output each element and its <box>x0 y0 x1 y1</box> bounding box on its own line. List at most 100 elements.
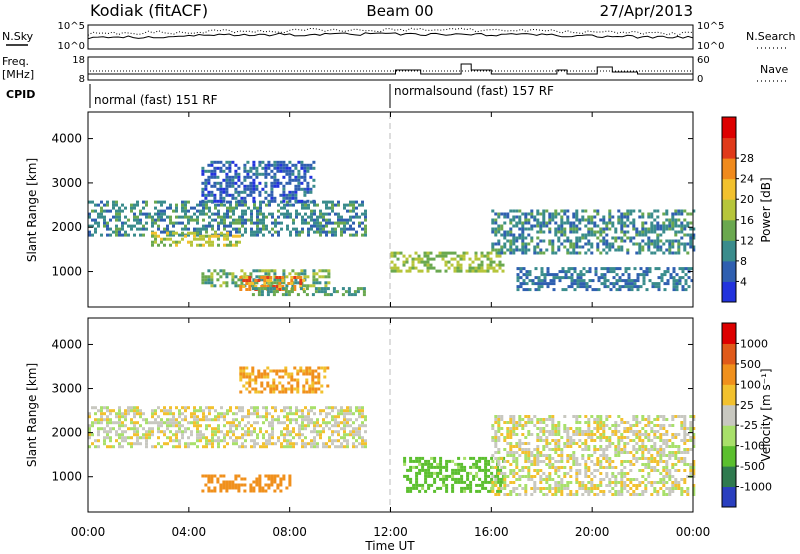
heatmap-cell <box>263 387 267 391</box>
y-tick-label: 4000 <box>51 337 82 351</box>
heatmap-cell <box>292 218 295 222</box>
heatmap-cell <box>545 224 549 228</box>
heatmap-cell <box>554 442 558 445</box>
heatmap-cell <box>256 409 259 413</box>
heatmap-cell <box>319 433 322 437</box>
heatmap-cell <box>635 478 639 481</box>
heatmap-cell <box>475 462 479 466</box>
heatmap-cell <box>539 248 543 252</box>
heatmap-cell <box>312 269 316 273</box>
heatmap-cell <box>587 430 591 433</box>
heatmap-cell <box>208 409 211 413</box>
cpid-label: CPID <box>6 88 35 101</box>
heatmap-cell <box>199 203 202 207</box>
heatmap-cell <box>588 270 592 274</box>
heatmap-cell <box>662 212 666 216</box>
heatmap-cell <box>430 462 434 466</box>
heatmap-cell <box>145 442 148 446</box>
heatmap-cell <box>668 457 672 460</box>
heatmap-cell <box>432 257 436 261</box>
heatmap-cell <box>346 209 349 213</box>
heatmap-cell <box>133 409 136 413</box>
heatmap-cell <box>560 233 564 237</box>
heatmap-cell <box>145 436 148 440</box>
heatmap-cell <box>406 489 410 493</box>
heatmap-cell <box>548 239 552 243</box>
heatmap-cell <box>594 270 598 274</box>
heatmap-cell <box>578 445 582 448</box>
heatmap-cell <box>518 218 522 222</box>
heatmap-cell <box>570 279 574 283</box>
heatmap-cell <box>689 236 693 240</box>
heatmap-cell <box>313 212 316 216</box>
heatmap-cell <box>587 218 591 222</box>
heatmap-cell <box>334 212 337 216</box>
heatmap-cell <box>497 212 501 216</box>
heatmap-cell <box>324 269 328 273</box>
heatmap-cell <box>617 490 621 493</box>
heatmap-cell <box>602 433 606 436</box>
nave-label: Nave <box>760 63 788 76</box>
heatmap-cell <box>689 221 693 225</box>
heatmap-cell <box>252 278 256 282</box>
heatmap-cell <box>169 406 172 410</box>
heatmap-cell <box>301 427 304 431</box>
heatmap-cell <box>178 215 181 219</box>
heatmap-cell <box>213 166 217 170</box>
heatmap-cell <box>160 430 163 434</box>
heatmap-cell <box>459 266 463 270</box>
heatmap-cell <box>222 480 226 484</box>
heatmap-cell <box>509 230 513 234</box>
heatmap-cell <box>563 245 567 249</box>
heatmap-cell <box>690 267 694 271</box>
heatmap-cell <box>289 203 292 207</box>
heatmap-cell <box>600 282 604 286</box>
heatmap-cell <box>289 215 292 219</box>
heatmap-cell <box>142 433 145 437</box>
heatmap-cell <box>281 285 285 288</box>
heatmap-cell <box>272 387 276 391</box>
heatmap-cell <box>214 206 217 210</box>
heatmap-cell <box>582 279 586 283</box>
heatmap-cell <box>417 260 421 264</box>
heatmap-cell <box>118 445 121 449</box>
heatmap-cell <box>271 433 274 437</box>
heatmap-cell <box>193 424 196 428</box>
heatmap-cell <box>222 187 226 191</box>
heatmap-cell <box>208 406 211 410</box>
heatmap-cell <box>313 436 316 440</box>
heatmap-cell <box>551 433 555 436</box>
heatmap-cell <box>527 454 531 457</box>
heatmap-cell <box>659 448 663 451</box>
heatmap-cell <box>239 366 243 370</box>
heatmap-cell <box>515 221 519 225</box>
heatmap-cell <box>617 430 621 433</box>
heatmap-cell <box>611 245 615 249</box>
heatmap-cell <box>491 490 495 493</box>
heatmap-cell <box>509 463 513 466</box>
heatmap-cell <box>653 460 657 463</box>
heatmap-cell <box>644 436 648 439</box>
heatmap-cell <box>242 372 246 376</box>
heatmap-cell <box>540 282 544 286</box>
heatmap-cell <box>249 187 253 191</box>
heatmap-cell <box>447 266 451 270</box>
heatmap-cell <box>644 457 648 460</box>
heatmap-cell <box>531 282 535 286</box>
heatmap-cell <box>94 406 97 410</box>
heatmap-cell <box>623 224 627 228</box>
heatmap-cell <box>536 439 540 442</box>
heatmap-cell <box>219 169 223 173</box>
heatmap-cell <box>463 456 467 460</box>
heatmap-cell <box>503 493 507 496</box>
heatmap-cell <box>489 257 493 261</box>
heatmap-cell <box>175 421 178 425</box>
heatmap-cell <box>617 481 621 484</box>
heatmap-cell <box>254 287 258 291</box>
heatmap-cell <box>340 421 343 425</box>
heatmap-cell <box>222 163 226 167</box>
heatmap-cell <box>127 409 130 413</box>
heatmap-cell <box>620 493 624 496</box>
heatmap-cell <box>304 206 307 210</box>
heatmap-cell <box>650 445 654 448</box>
